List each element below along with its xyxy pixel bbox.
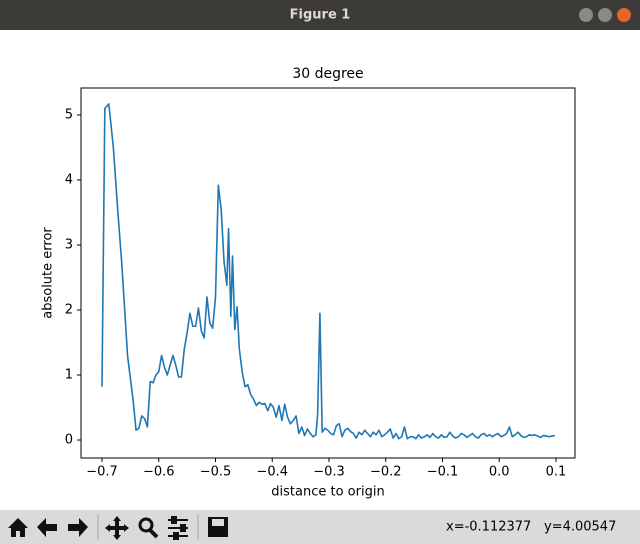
y-tick-label: 4 xyxy=(65,172,73,187)
zoom-handle xyxy=(148,528,159,539)
toolbar-buttons xyxy=(8,514,228,540)
save-label xyxy=(212,519,224,526)
close-button[interactable] xyxy=(617,8,631,22)
configure-button[interactable] xyxy=(168,516,188,540)
x-tick-label: −0.4 xyxy=(256,465,288,480)
axes-frame xyxy=(80,87,576,459)
forward-button[interactable] xyxy=(68,518,88,537)
data-line xyxy=(101,103,556,440)
x-axis-label: distance to origin xyxy=(271,485,384,500)
x-tick-label: −0.2 xyxy=(370,465,402,480)
x-tick-label: −0.6 xyxy=(143,465,175,480)
zoom-button[interactable] xyxy=(138,517,154,533)
status-x: x=-0.112377 xyxy=(446,520,531,535)
y-tick-label: 0 xyxy=(65,432,73,447)
x-tick-label: 0.0 xyxy=(489,465,510,480)
title-bar xyxy=(0,0,640,30)
y-axis-label: absolute error xyxy=(41,227,56,319)
minimize-button[interactable] xyxy=(579,8,593,22)
status-y: y=4.00547 xyxy=(544,520,616,535)
plot: −0.7 −0.6 −0.5 −0.4 −0.3 −0.2 −0.1 0.0 0.1 0 1 2 3 4 5 xyxy=(65,103,567,480)
y-tick-label: 5 xyxy=(65,107,73,122)
back-button[interactable] xyxy=(37,518,57,537)
x-tick-label: −0.1 xyxy=(427,465,459,480)
y-tick-label: 2 xyxy=(65,302,73,317)
home-button[interactable] xyxy=(8,518,28,537)
x-tick-label: −0.3 xyxy=(313,465,345,480)
x-tick-label: −0.7 xyxy=(86,465,118,480)
chart-title: 30 degree xyxy=(292,66,363,82)
maximize-button[interactable] xyxy=(598,8,612,22)
window-title: Figure 1 xyxy=(290,8,351,23)
x-tick-label: 0.1 xyxy=(546,465,567,480)
pan-button[interactable] xyxy=(105,516,129,540)
x-tick-label: −0.5 xyxy=(200,465,232,480)
y-tick-label: 1 xyxy=(65,367,73,382)
y-tick-label: 3 xyxy=(65,237,73,252)
